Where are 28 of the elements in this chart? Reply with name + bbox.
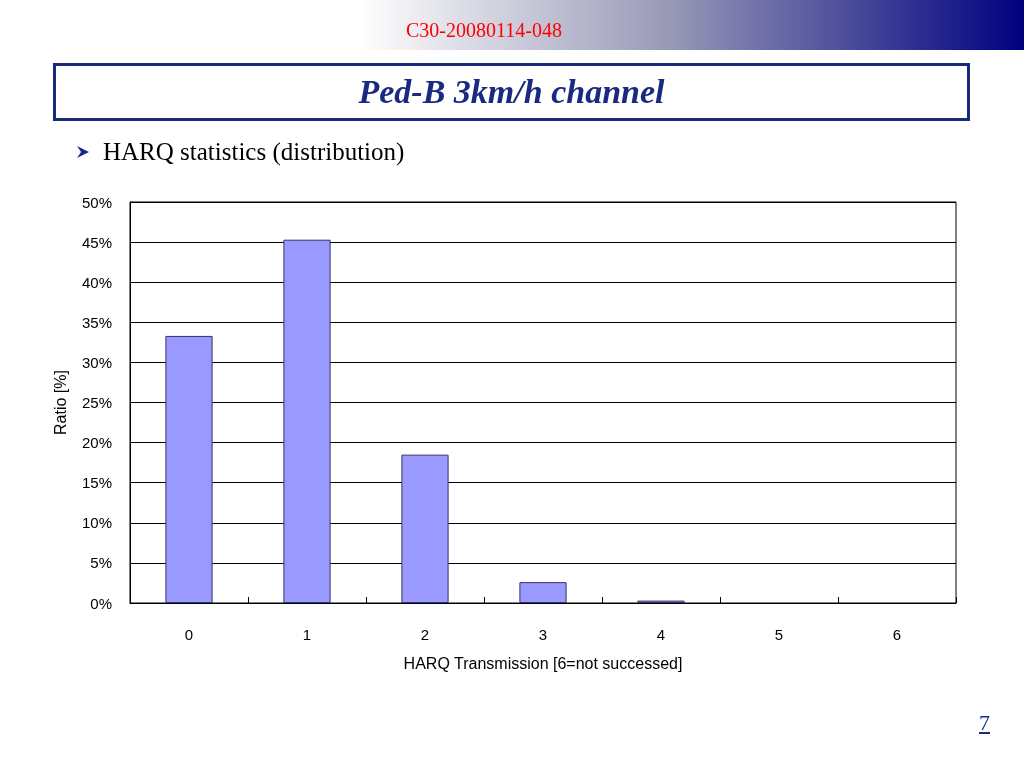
y-tick-label: 50% — [81, 193, 112, 211]
x-tick-label: 6 — [892, 626, 902, 643]
chart-title: Ped-B 3km/h channel — [357, 72, 666, 112]
y-tick-label: 0% — [90, 594, 112, 612]
x-tick-label: 4 — [656, 626, 666, 643]
y-tick-label: 30% — [81, 353, 112, 371]
y-tick-label: 20% — [81, 434, 112, 452]
chart-subtitle: HARQ statistics (distribution) — [103, 137, 405, 168]
x-tick-label: 0 — [184, 626, 194, 643]
x-tick-label: 5 — [774, 626, 784, 643]
bar — [401, 454, 449, 603]
y-tick-label: 25% — [81, 394, 112, 411]
y-tick-label: 5% — [90, 554, 112, 572]
y-axis-title: Ratio [%] — [51, 370, 69, 435]
x-axis-title: HARQ Transmission [6=not successed] — [403, 654, 683, 672]
y-tick-label: 10% — [81, 514, 112, 532]
text: 7 — [979, 710, 990, 736]
x-tick-label: 2 — [420, 626, 430, 643]
bar — [283, 239, 331, 603]
y-tick-label: 40% — [81, 273, 112, 291]
bar — [165, 335, 213, 603]
bar — [519, 582, 567, 603]
y-tick-label: 45% — [81, 233, 112, 251]
text: C30-20080114-048 — [405, 18, 563, 42]
x-tick-label: 1 — [302, 626, 312, 643]
x-tick-label: 3 — [538, 626, 548, 643]
y-tick-label: 15% — [81, 474, 112, 492]
y-tick-label: 35% — [81, 313, 112, 331]
